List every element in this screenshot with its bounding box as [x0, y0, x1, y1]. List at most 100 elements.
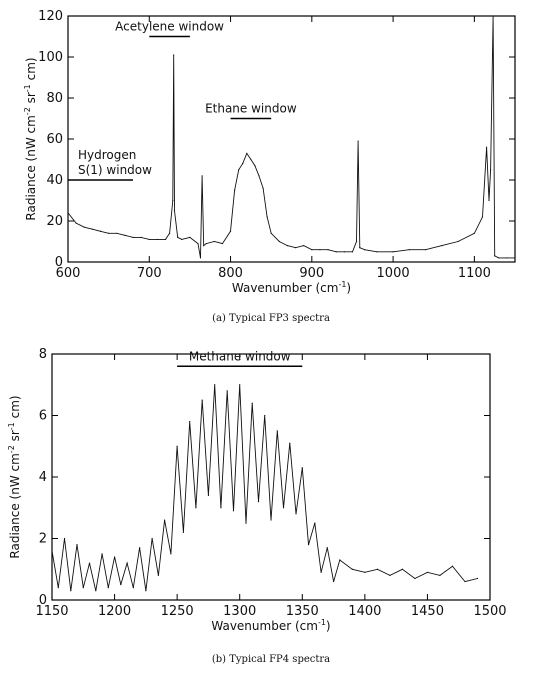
- window-label: Acetylene window: [115, 20, 224, 34]
- spectrum-point: [473, 232, 475, 234]
- spectrum-point: [168, 232, 171, 234]
- spectrum-point: [441, 245, 443, 247]
- spectrum-point: [258, 175, 260, 177]
- spectrum-point: [229, 230, 232, 232]
- spectrum-point: [207, 494, 210, 497]
- x-tick-label: 900: [299, 266, 324, 281]
- spectrum-point: [376, 251, 378, 253]
- y-tick-label: 60: [46, 132, 63, 147]
- spectrum-point: [351, 251, 354, 253]
- spectrum-point: [257, 501, 260, 503]
- spectrum-point: [189, 421, 191, 423]
- spectrum-point: [239, 384, 241, 386]
- spectrum-point: [113, 556, 116, 558]
- spectrum-point: [266, 216, 268, 218]
- y-tick-label: 120: [38, 9, 63, 24]
- spectrum-point: [343, 251, 345, 253]
- x-axis-title: Wavenumber (cm-1): [211, 618, 330, 633]
- spectrum-point: [164, 238, 167, 241]
- spectrum-point: [514, 257, 516, 259]
- fp4-spectrum-figure: 1150 1200 1250 1300 1350 1400 1450 1500 0 2 4 6 8 Wav…: [0, 338, 542, 675]
- spectrum-point: [182, 531, 184, 533]
- spectrum-point: [276, 430, 278, 432]
- spectrum-line: [68, 16, 515, 259]
- spectrum-point: [132, 236, 134, 238]
- spectrum-point: [319, 249, 321, 251]
- spectrum-point: [364, 571, 366, 573]
- fp4-caption: (b) Typical FP4 spectra: [211, 654, 331, 665]
- spectrum-point: [173, 54, 175, 56]
- spectrum-point: [314, 522, 316, 524]
- spectrum-point: [70, 590, 72, 592]
- spectrum-point: [425, 249, 427, 251]
- spectrum-point: [335, 251, 337, 253]
- x-tick-label: 600: [56, 266, 81, 281]
- spectrum-point: [203, 245, 205, 247]
- spectrum-point: [264, 414, 266, 417]
- spectrum-point: [99, 230, 102, 232]
- x-tick-label: 800: [218, 266, 243, 281]
- spectrum-point: [63, 537, 66, 540]
- spectrum-point: [481, 216, 484, 218]
- spectrum-point: [226, 390, 228, 392]
- y-tick-label: 40: [46, 173, 63, 188]
- spectrum-point: [238, 169, 240, 171]
- spectrum-point: [76, 544, 78, 546]
- y-axis-title: Radiance (nW cm-2 sr-1 cm): [23, 57, 38, 220]
- spectrum-point: [254, 165, 256, 167]
- spectrum-point: [120, 584, 122, 586]
- spectrum-point: [307, 544, 310, 546]
- spectrum-point: [82, 587, 84, 589]
- spectrum-point: [451, 565, 454, 567]
- spectrum-point: [108, 232, 110, 234]
- y-tick-label: 100: [38, 50, 63, 65]
- spectrum-point: [364, 249, 366, 251]
- plot-frame: [51, 353, 491, 601]
- fp3-caption: (a) Typical FP3 spectra: [212, 313, 330, 324]
- spectrum-point: [488, 199, 490, 202]
- spectrum-point: [88, 562, 91, 564]
- x-axis-title: Wavenumber (cm-1): [232, 280, 351, 295]
- x-tick-label: 700: [137, 266, 162, 281]
- spectrum-point: [301, 467, 303, 469]
- spectrum-point: [132, 587, 134, 589]
- spectrum-line: [52, 384, 478, 591]
- x-tick-label: 1500: [473, 604, 506, 619]
- spectrum-point: [148, 238, 150, 241]
- spectrum-point: [75, 222, 77, 224]
- plot-frame: [67, 15, 516, 263]
- spectrum-point: [173, 210, 176, 212]
- spectrum-point: [490, 169, 492, 171]
- spectrum-point: [389, 574, 391, 576]
- spectrum-point: [282, 507, 285, 509]
- spectrum-point: [57, 587, 59, 589]
- x-tick-label: 1200: [98, 604, 131, 619]
- spectrum-point: [176, 445, 178, 447]
- spectrum-point: [401, 568, 403, 570]
- spectrum-point: [414, 577, 416, 580]
- y-tick-label: 6: [39, 409, 47, 424]
- spectrum-point: [214, 384, 216, 386]
- spectrum-point: [189, 236, 191, 238]
- y-tick-label: 8: [39, 347, 47, 362]
- spectrum-point: [199, 257, 202, 259]
- spectrum-point: [327, 249, 329, 251]
- spectrum-point: [376, 568, 378, 570]
- spectrum-point: [262, 187, 264, 189]
- fp3-spectrum-plot: 600 700 800 900 1000 1100 0 20 40 60 80 100 120 Waven…: [23, 9, 516, 295]
- spectrum-point: [197, 242, 199, 245]
- spectrum-point: [311, 249, 313, 251]
- fp4-spectrum-plot: 1150 1200 1250 1300 1350 1400 1450 1500 0 2 4 6 8 Wav…: [7, 347, 507, 633]
- x-tick-label: 1300: [223, 604, 256, 619]
- x-tick-label: 1350: [286, 604, 319, 619]
- spectrum-point: [332, 580, 335, 583]
- spectrum-point: [464, 580, 466, 583]
- spectrum-point: [205, 242, 207, 245]
- spectrum-point: [177, 236, 179, 238]
- x-tick-label: 1150: [35, 604, 68, 619]
- spectrum-point: [213, 240, 215, 243]
- spectrum-point: [242, 163, 244, 165]
- spectrum-point: [326, 547, 328, 549]
- spectrum-point: [51, 550, 53, 552]
- spectrum-point: [278, 240, 280, 243]
